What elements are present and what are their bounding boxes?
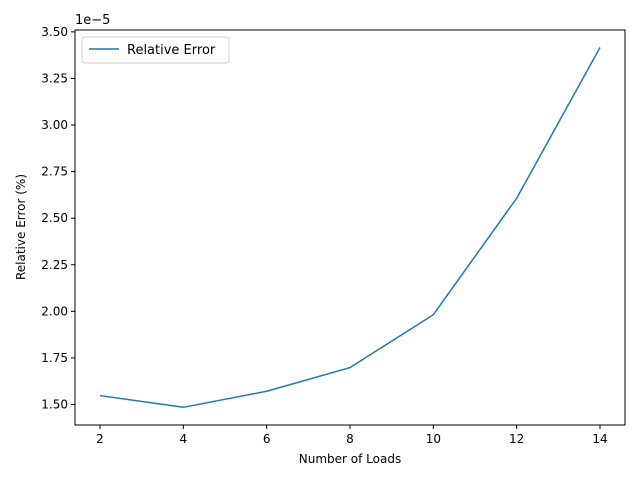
- x-tick-label: 10: [426, 432, 441, 446]
- x-tick-label: 2: [96, 432, 104, 446]
- x-tick-label: 12: [509, 432, 524, 446]
- legend-box: [81, 36, 230, 64]
- y-tick-label: 3.50: [41, 25, 68, 39]
- legend: Relative Error: [81, 36, 230, 64]
- y-tick-label: 3.00: [41, 118, 68, 132]
- y-tick-label: 2.00: [41, 304, 68, 318]
- y-axis-label: Relative Error (%): [14, 174, 28, 280]
- y-axis-ticks: 1.50 1.75 2.00 2.25 2.50 2.75 3.00 3.25 3.50: [41, 25, 75, 412]
- y-tick-label: 1.50: [41, 398, 68, 412]
- x-axis-ticks: 2 4 6 8 10 12 14: [96, 425, 608, 446]
- plot-frame: [74, 29, 626, 426]
- x-tick-label: 4: [180, 432, 188, 446]
- y-tick-label: 2.50: [41, 211, 68, 225]
- series-group: [99, 47, 601, 409]
- x-tick-label: 8: [346, 432, 354, 446]
- y-tick-label: 2.25: [41, 258, 68, 272]
- y-tick-label: 2.75: [41, 165, 68, 179]
- x-tick-label: 14: [592, 432, 607, 446]
- y-offset-label: 1e−5: [75, 13, 110, 28]
- legend-label: Relative Error: [127, 43, 216, 58]
- y-tick-label: 3.25: [41, 71, 68, 85]
- x-tick-label: 6: [263, 432, 271, 446]
- x-axis-label: Number of Loads: [299, 452, 401, 466]
- series-line-relative-error: [99, 47, 601, 409]
- y-tick-label: 1.75: [41, 351, 68, 365]
